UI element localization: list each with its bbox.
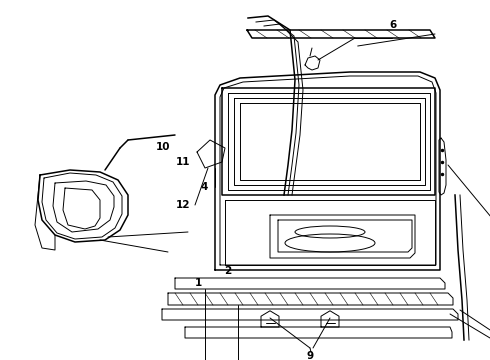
Text: 2: 2 (224, 266, 232, 276)
Text: 9: 9 (306, 351, 314, 360)
Text: 6: 6 (390, 20, 396, 30)
Text: 1: 1 (195, 278, 201, 288)
Text: 10: 10 (156, 142, 170, 152)
Text: 12: 12 (176, 200, 190, 210)
Text: 4: 4 (200, 182, 208, 192)
Text: 11: 11 (176, 157, 190, 167)
